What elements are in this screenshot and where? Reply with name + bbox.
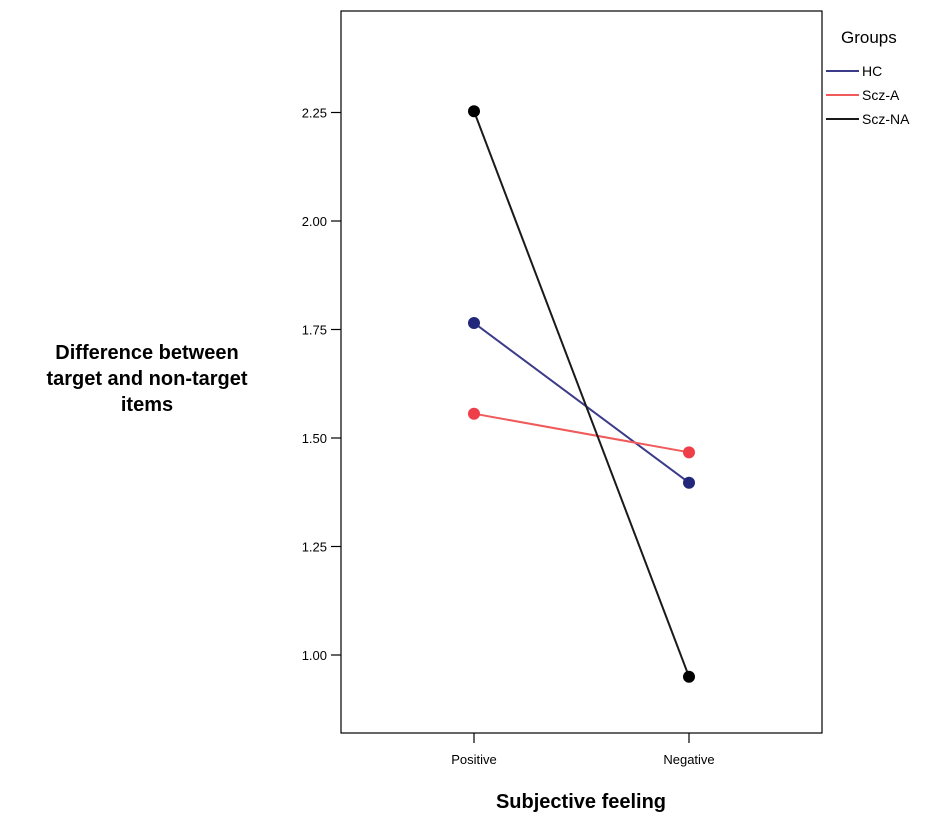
legend: Groups HC Scz-A Scz-NA	[826, 28, 910, 127]
y-tick-label: 1.50	[302, 431, 327, 446]
y-tick-label: 2.00	[302, 214, 327, 229]
plot-frame	[340, 10, 823, 734]
legend-title: Groups	[841, 28, 897, 47]
series-line-scz-na	[473, 110, 690, 678]
data-point-scz-a-negative	[683, 446, 695, 459]
data-point-scz-na-negative	[683, 670, 695, 683]
x-axis-title: Subjective feeling	[496, 791, 666, 813]
series-line-scz-a	[473, 412, 690, 454]
y-tick-label: 2.25	[302, 106, 327, 121]
data-point-hc-negative	[683, 476, 695, 489]
x-tick-label: Negative	[663, 752, 714, 767]
data-point-scz-a-positive	[468, 407, 480, 420]
series-line-hc	[473, 322, 690, 484]
y-axis-title-line-3: items	[121, 394, 173, 416]
y-axis-title-line-1: Difference between	[55, 342, 238, 364]
y-tick-label: 1.75	[302, 323, 327, 338]
y-tick-label: 1.00	[302, 648, 327, 663]
data-point-scz-na-positive	[468, 105, 480, 118]
data-point-hc-positive	[468, 316, 480, 329]
x-axis: Positive Negative	[451, 733, 715, 767]
legend-entry-label: Scz-A	[862, 87, 900, 103]
legend-entry-label: HC	[862, 63, 882, 79]
y-tick-label: 1.25	[302, 540, 327, 555]
legend-entry-label: Scz-NA	[862, 111, 910, 127]
y-axis-title-line-2: target and non-target	[46, 368, 247, 390]
series-layer	[468, 105, 695, 683]
x-tick-label: Positive	[451, 752, 497, 767]
y-axis: 1.00 1.25 1.50 1.75 2.00 2.25	[302, 106, 341, 663]
